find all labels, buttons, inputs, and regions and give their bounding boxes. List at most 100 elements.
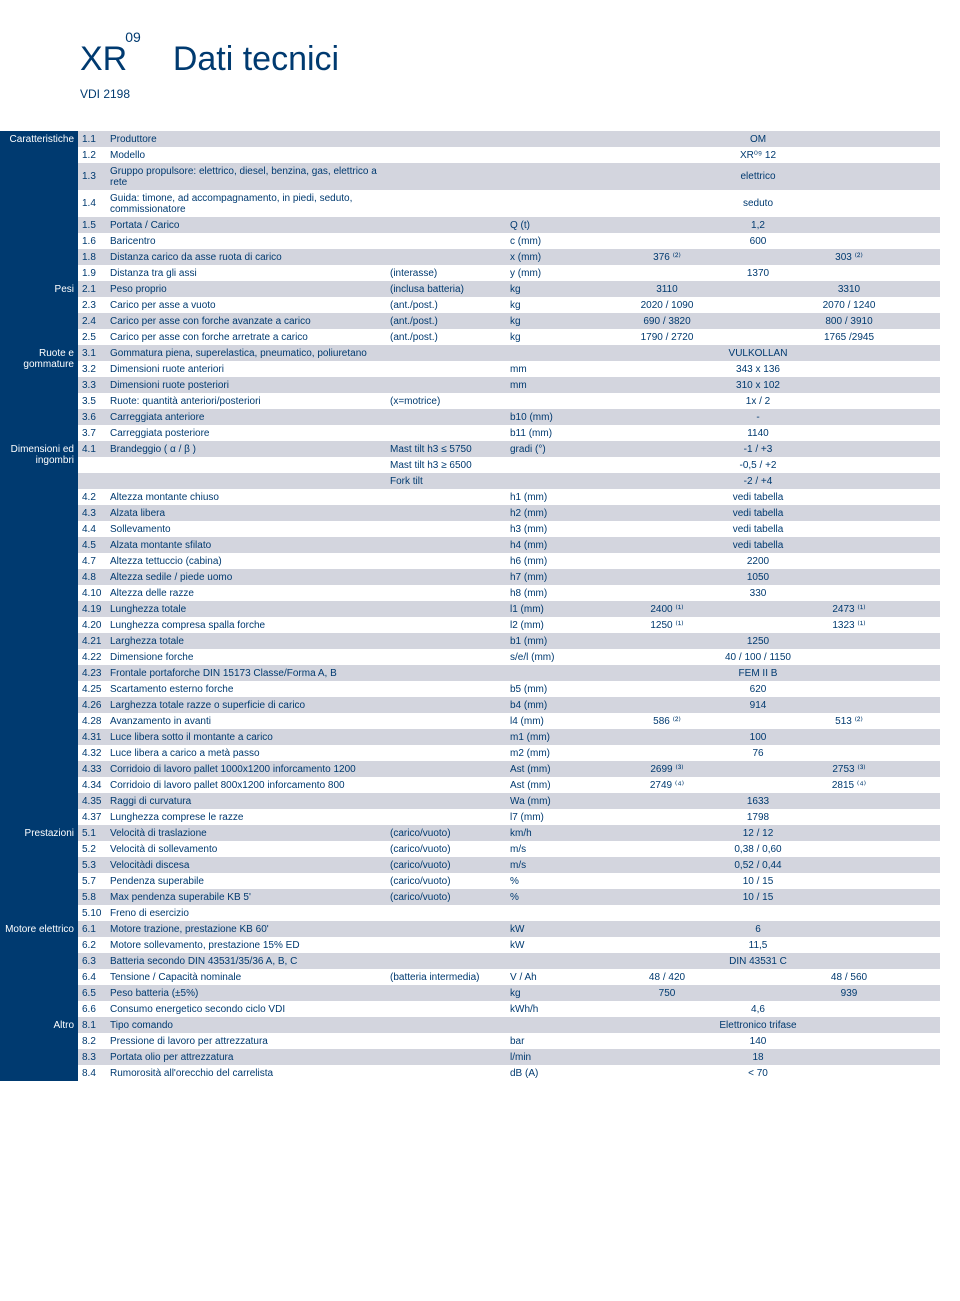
row-description: Tensione / Capacità nominale bbox=[106, 969, 386, 985]
row-number: 3.6 bbox=[78, 409, 106, 425]
row-description: Guida: timone, ad accompagnamento, in pi… bbox=[106, 190, 386, 217]
table-row: 4.10Altezza delle razzeh8 (mm)330 bbox=[0, 585, 940, 601]
table-row: 8.3Portata olio per attrezzatural/min18 bbox=[0, 1049, 940, 1065]
table-row: 4.2Altezza montante chiusoh1 (mm)vedi ta… bbox=[0, 489, 940, 505]
table-row: 4.23Frontale portaforche DIN 15173 Class… bbox=[0, 665, 940, 681]
row-description: Larghezza totale razze o superficie di c… bbox=[106, 697, 386, 713]
row-value-2: 2473 ⁽¹⁾ bbox=[758, 601, 940, 617]
row-description: Tipo comando bbox=[106, 1017, 386, 1033]
table-row: 3.3Dimensioni ruote posteriorimm310 x 10… bbox=[0, 377, 940, 393]
row-qualifier bbox=[386, 163, 506, 190]
row-value: 1140 bbox=[576, 425, 940, 441]
row-unit: b4 (mm) bbox=[506, 697, 576, 713]
row-unit: x (mm) bbox=[506, 249, 576, 265]
row-number: 4.26 bbox=[78, 697, 106, 713]
row-number: 6.2 bbox=[78, 937, 106, 953]
row-qualifier bbox=[386, 569, 506, 585]
row-number: 8.2 bbox=[78, 1033, 106, 1049]
row-value-1: 376 ⁽²⁾ bbox=[576, 249, 758, 265]
row-number: 4.1 bbox=[78, 441, 106, 457]
row-value: 914 bbox=[576, 697, 940, 713]
table-row: Motore elettrico6.1Motore trazione, pres… bbox=[0, 921, 940, 937]
row-number: 5.7 bbox=[78, 873, 106, 889]
row-number: 5.2 bbox=[78, 841, 106, 857]
row-description: Luce libera a carico a metà passo bbox=[106, 745, 386, 761]
row-value: XR⁰⁹ 12 bbox=[576, 147, 940, 163]
row-value-2 bbox=[758, 905, 940, 921]
row-qualifier bbox=[386, 665, 506, 681]
row-description: Carreggiata posteriore bbox=[106, 425, 386, 441]
row-unit: kWh/h bbox=[506, 1001, 576, 1017]
row-description: Motore trazione, prestazione KB 60' bbox=[106, 921, 386, 937]
row-qualifier bbox=[386, 1001, 506, 1017]
row-number: 5.8 bbox=[78, 889, 106, 905]
row-qualifier bbox=[386, 409, 506, 425]
row-unit: V / Ah bbox=[506, 969, 576, 985]
row-number: 1.6 bbox=[78, 233, 106, 249]
row-number: 1.5 bbox=[78, 217, 106, 233]
row-qualifier: (ant./post.) bbox=[386, 313, 506, 329]
row-unit bbox=[506, 131, 576, 147]
table-row: 2.4Carico per asse con forche avanzate a… bbox=[0, 313, 940, 329]
row-unit bbox=[506, 190, 576, 217]
row-number: 2.5 bbox=[78, 329, 106, 345]
spec-table: Caratteristiche1.1ProduttoreOM1.2Modello… bbox=[0, 131, 940, 1081]
table-row: 1.8Distanza carico da asse ruota di cari… bbox=[0, 249, 940, 265]
row-value: DIN 43531 C bbox=[576, 953, 940, 969]
table-row: Dimensioni ed ingombri4.1Brandeggio ( α … bbox=[0, 441, 940, 457]
row-description: Ruote: quantità anteriori/posteriori bbox=[106, 393, 386, 409]
row-description: Luce libera sotto il montante a carico bbox=[106, 729, 386, 745]
row-value: 343 x 136 bbox=[576, 361, 940, 377]
row-qualifier bbox=[386, 425, 506, 441]
row-value-2: 1765 /2945 bbox=[758, 329, 940, 345]
row-value: 18 bbox=[576, 1049, 940, 1065]
row-unit: % bbox=[506, 889, 576, 905]
row-value: vedi tabella bbox=[576, 489, 940, 505]
table-row: 3.7Carreggiata posterioreb11 (mm)1140 bbox=[0, 425, 940, 441]
row-description: Dimensioni ruote anteriori bbox=[106, 361, 386, 377]
row-description: Carreggiata anteriore bbox=[106, 409, 386, 425]
row-number: 4.33 bbox=[78, 761, 106, 777]
table-row: Prestazioni5.1Velocità di traslazione(ca… bbox=[0, 825, 940, 841]
row-description: Scartamento esterno forche bbox=[106, 681, 386, 697]
row-value-1: 2749 ⁽⁴⁾ bbox=[576, 777, 758, 793]
row-value: 1,2 bbox=[576, 217, 940, 233]
row-value: 100 bbox=[576, 729, 940, 745]
model-prefix: XR bbox=[80, 40, 127, 78]
row-number: 3.5 bbox=[78, 393, 106, 409]
row-value: elettrico bbox=[576, 163, 940, 190]
row-value: 12 / 12 bbox=[576, 825, 940, 841]
row-unit: dB (A) bbox=[506, 1065, 576, 1081]
row-number: 2.3 bbox=[78, 297, 106, 313]
page-subtitle: VDI 2198 bbox=[80, 87, 940, 101]
row-unit: Ast (mm) bbox=[506, 777, 576, 793]
row-qualifier bbox=[386, 697, 506, 713]
table-row: 5.7Pendenza superabile(carico/vuoto)%10 … bbox=[0, 873, 940, 889]
row-description: Max pendenza superabile KB 5' bbox=[106, 889, 386, 905]
table-row: 4.5Alzata montante sfilatoh4 (mm)vedi ta… bbox=[0, 537, 940, 553]
row-description bbox=[106, 457, 386, 473]
row-number: 1.8 bbox=[78, 249, 106, 265]
row-description: Pendenza superabile bbox=[106, 873, 386, 889]
row-unit: Ast (mm) bbox=[506, 761, 576, 777]
row-value: 2200 bbox=[576, 553, 940, 569]
row-value: 1050 bbox=[576, 569, 940, 585]
row-qualifier: Mast tilt h3 ≥ 6500 bbox=[386, 457, 506, 473]
row-qualifier: (ant./post.) bbox=[386, 297, 506, 313]
row-qualifier bbox=[386, 649, 506, 665]
row-unit: h7 (mm) bbox=[506, 569, 576, 585]
row-unit: s/e/l (mm) bbox=[506, 649, 576, 665]
row-qualifier bbox=[386, 729, 506, 745]
model-sup: 09 bbox=[125, 29, 141, 45]
row-value-1: 48 / 420 bbox=[576, 969, 758, 985]
row-description: Motore sollevamento, prestazione 15% ED bbox=[106, 937, 386, 953]
row-qualifier bbox=[386, 1033, 506, 1049]
row-qualifier bbox=[386, 537, 506, 553]
table-row: 4.7Altezza tettuccio (cabina)h6 (mm)2200 bbox=[0, 553, 940, 569]
row-qualifier bbox=[386, 905, 506, 921]
row-qualifier: Fork tilt bbox=[386, 473, 506, 489]
row-unit bbox=[506, 953, 576, 969]
row-qualifier bbox=[386, 131, 506, 147]
row-value-2: 2070 / 1240 bbox=[758, 297, 940, 313]
row-value-1: 586 ⁽²⁾ bbox=[576, 713, 758, 729]
